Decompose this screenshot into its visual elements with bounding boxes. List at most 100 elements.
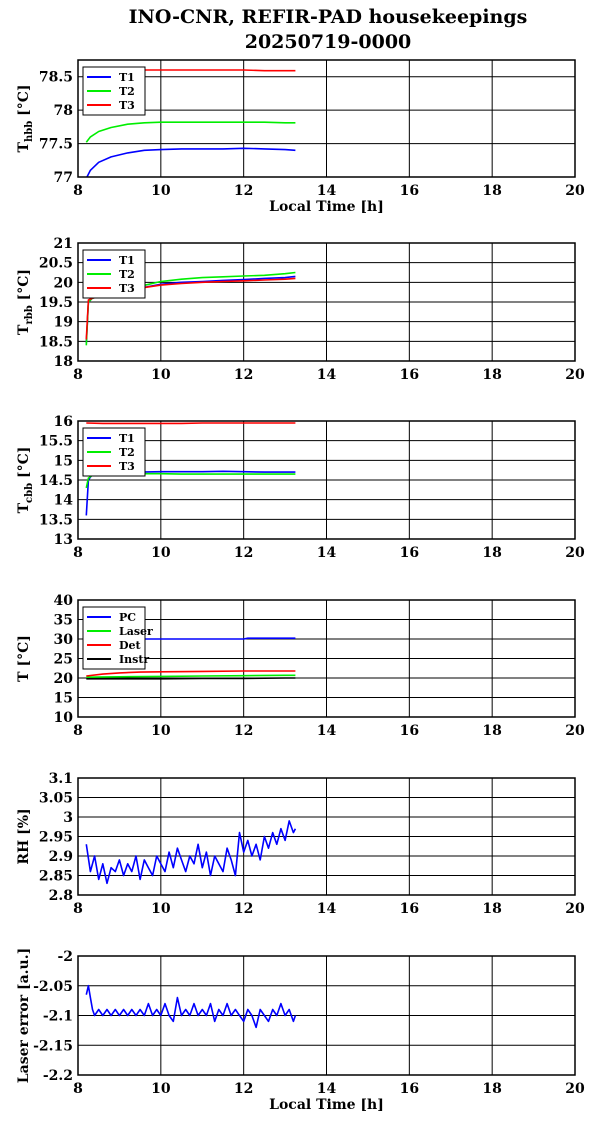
series-line-instr [86, 677, 296, 680]
y-tick-label: 78.5 [39, 70, 73, 86]
y-tick-label: 20 [54, 671, 74, 687]
y-tick-label: 77 [54, 170, 73, 186]
x-tick-label: 16 [400, 545, 419, 561]
figure-subtitle: 20250719-0000 [245, 31, 412, 53]
x-tick-label: 18 [482, 183, 501, 199]
x-tick-label: 16 [400, 183, 419, 199]
x-tick-label: 10 [151, 1081, 171, 1097]
y-tick-label: 14 [54, 493, 74, 509]
grid [77, 242, 576, 362]
legend-box [82, 249, 146, 299]
y-tick-label: 35 [54, 613, 73, 629]
legend-label: T2 [119, 268, 135, 281]
x-tick-label: 10 [151, 367, 171, 383]
x-tick-label: 20 [565, 723, 585, 739]
x-tick-label: 20 [565, 183, 585, 199]
x-tick-label: 20 [565, 901, 585, 917]
x-tick-label: 10 [151, 183, 171, 199]
x-tick-label: 20 [565, 545, 585, 561]
x-axis-label: Local Time [h] [269, 1097, 384, 1113]
y-axis-label: Trbb [°C] [16, 269, 35, 335]
legend-label: PC [119, 611, 136, 624]
y-tick-label: 3 [63, 810, 73, 826]
x-tick-label: 20 [565, 367, 585, 383]
y-tick-label: 30 [54, 632, 74, 648]
series-line-1 [85, 984, 297, 1029]
x-tick-label: 18 [482, 545, 501, 561]
y-axis-label: T [°C] [16, 635, 32, 682]
y-tick-label: 15 [54, 453, 73, 469]
x-tick-label: 10 [151, 723, 171, 739]
legend-label: Det [119, 639, 142, 652]
series-line-t1 [86, 147, 296, 177]
y-tick-label: 15 [54, 691, 73, 707]
y-tick-label: 18 [54, 354, 73, 370]
x-tick-label: 12 [234, 545, 253, 561]
plot-frame [77, 955, 576, 1076]
x-tick-label: 14 [317, 723, 337, 739]
plot-frame [77, 777, 576, 896]
y-tick-label: 13.5 [39, 512, 73, 528]
x-tick-label: 8 [73, 183, 83, 199]
plot-frame [77, 59, 576, 178]
y-tick-label: 14.5 [39, 473, 73, 489]
y-tick-label: 25 [54, 652, 73, 668]
legend-label: T3 [119, 99, 135, 112]
y-tick-label: 40 [54, 593, 74, 609]
x-tick-label: 10 [151, 901, 171, 917]
x-tick-label: 12 [234, 901, 253, 917]
y-tick-label: 77.5 [39, 137, 73, 153]
x-tick-label: 8 [73, 367, 83, 383]
y-tick-label: -2.1 [43, 1009, 73, 1025]
x-tick-label: 16 [400, 367, 419, 383]
y-tick-label: -2 [57, 949, 73, 965]
series-line-laser [86, 674, 296, 678]
x-tick-label: 18 [482, 901, 501, 917]
x-axis-label: Local Time [h] [269, 199, 384, 215]
y-tick-label: 20.5 [39, 256, 73, 272]
y-tick-label: 19.5 [39, 295, 73, 311]
x-tick-label: 12 [234, 183, 253, 199]
y-axis-label: RH [%] [16, 808, 32, 864]
x-tick-label: 14 [317, 183, 337, 199]
y-tick-label: 21 [54, 236, 73, 252]
y-tick-label: -2.2 [43, 1068, 73, 1084]
y-tick-label: 16 [54, 414, 73, 430]
legend-label: T1 [119, 432, 135, 445]
chart-panel-2: 8 10 12 14 16 18 20 18 18.5 19 19.5 20 20.5 21 Trbb [°… [16, 236, 585, 383]
chart-panel-1: 8 10 12 14 16 18 20 77 77.5 78 78.5 Local Time [h] T… [16, 59, 585, 215]
y-tick-label: 2.8 [49, 888, 73, 904]
y-tick-label: 20 [54, 275, 74, 291]
legend-label: T3 [119, 460, 135, 473]
legend-label: Laser [119, 625, 153, 638]
x-tick-label: 16 [400, 723, 419, 739]
x-tick-label: 12 [234, 723, 253, 739]
y-tick-label: -2.15 [33, 1038, 73, 1054]
x-tick-label: 18 [482, 723, 501, 739]
legend-label: T3 [119, 282, 135, 295]
x-tick-label: 8 [73, 1081, 83, 1097]
y-tick-label: 13 [54, 532, 73, 548]
y-tick-label: 3.05 [39, 791, 73, 807]
grid [77, 777, 576, 896]
y-tick-label: 10 [54, 710, 74, 726]
y-tick-label: 15.5 [39, 434, 73, 450]
series-group [85, 820, 297, 885]
x-tick-label: 12 [234, 1081, 253, 1097]
x-tick-label: 14 [317, 367, 337, 383]
x-tick-label: 14 [317, 545, 337, 561]
y-tick-label: 19 [54, 315, 73, 331]
grid [77, 420, 576, 540]
chart-panel-5: 8 10 12 14 16 18 20 2.8 2.85 2.9 2.95 3 3.05 3.1 RH [%… [16, 771, 585, 917]
x-tick-label: 8 [73, 901, 83, 917]
y-axis-label: Tcbb [°C] [16, 447, 35, 514]
x-tick-label: 8 [73, 545, 83, 561]
y-axis-label: Laser error [a.u.] [16, 948, 32, 1083]
legend-label: T1 [119, 71, 135, 84]
y-tick-label: -2.05 [33, 979, 73, 995]
